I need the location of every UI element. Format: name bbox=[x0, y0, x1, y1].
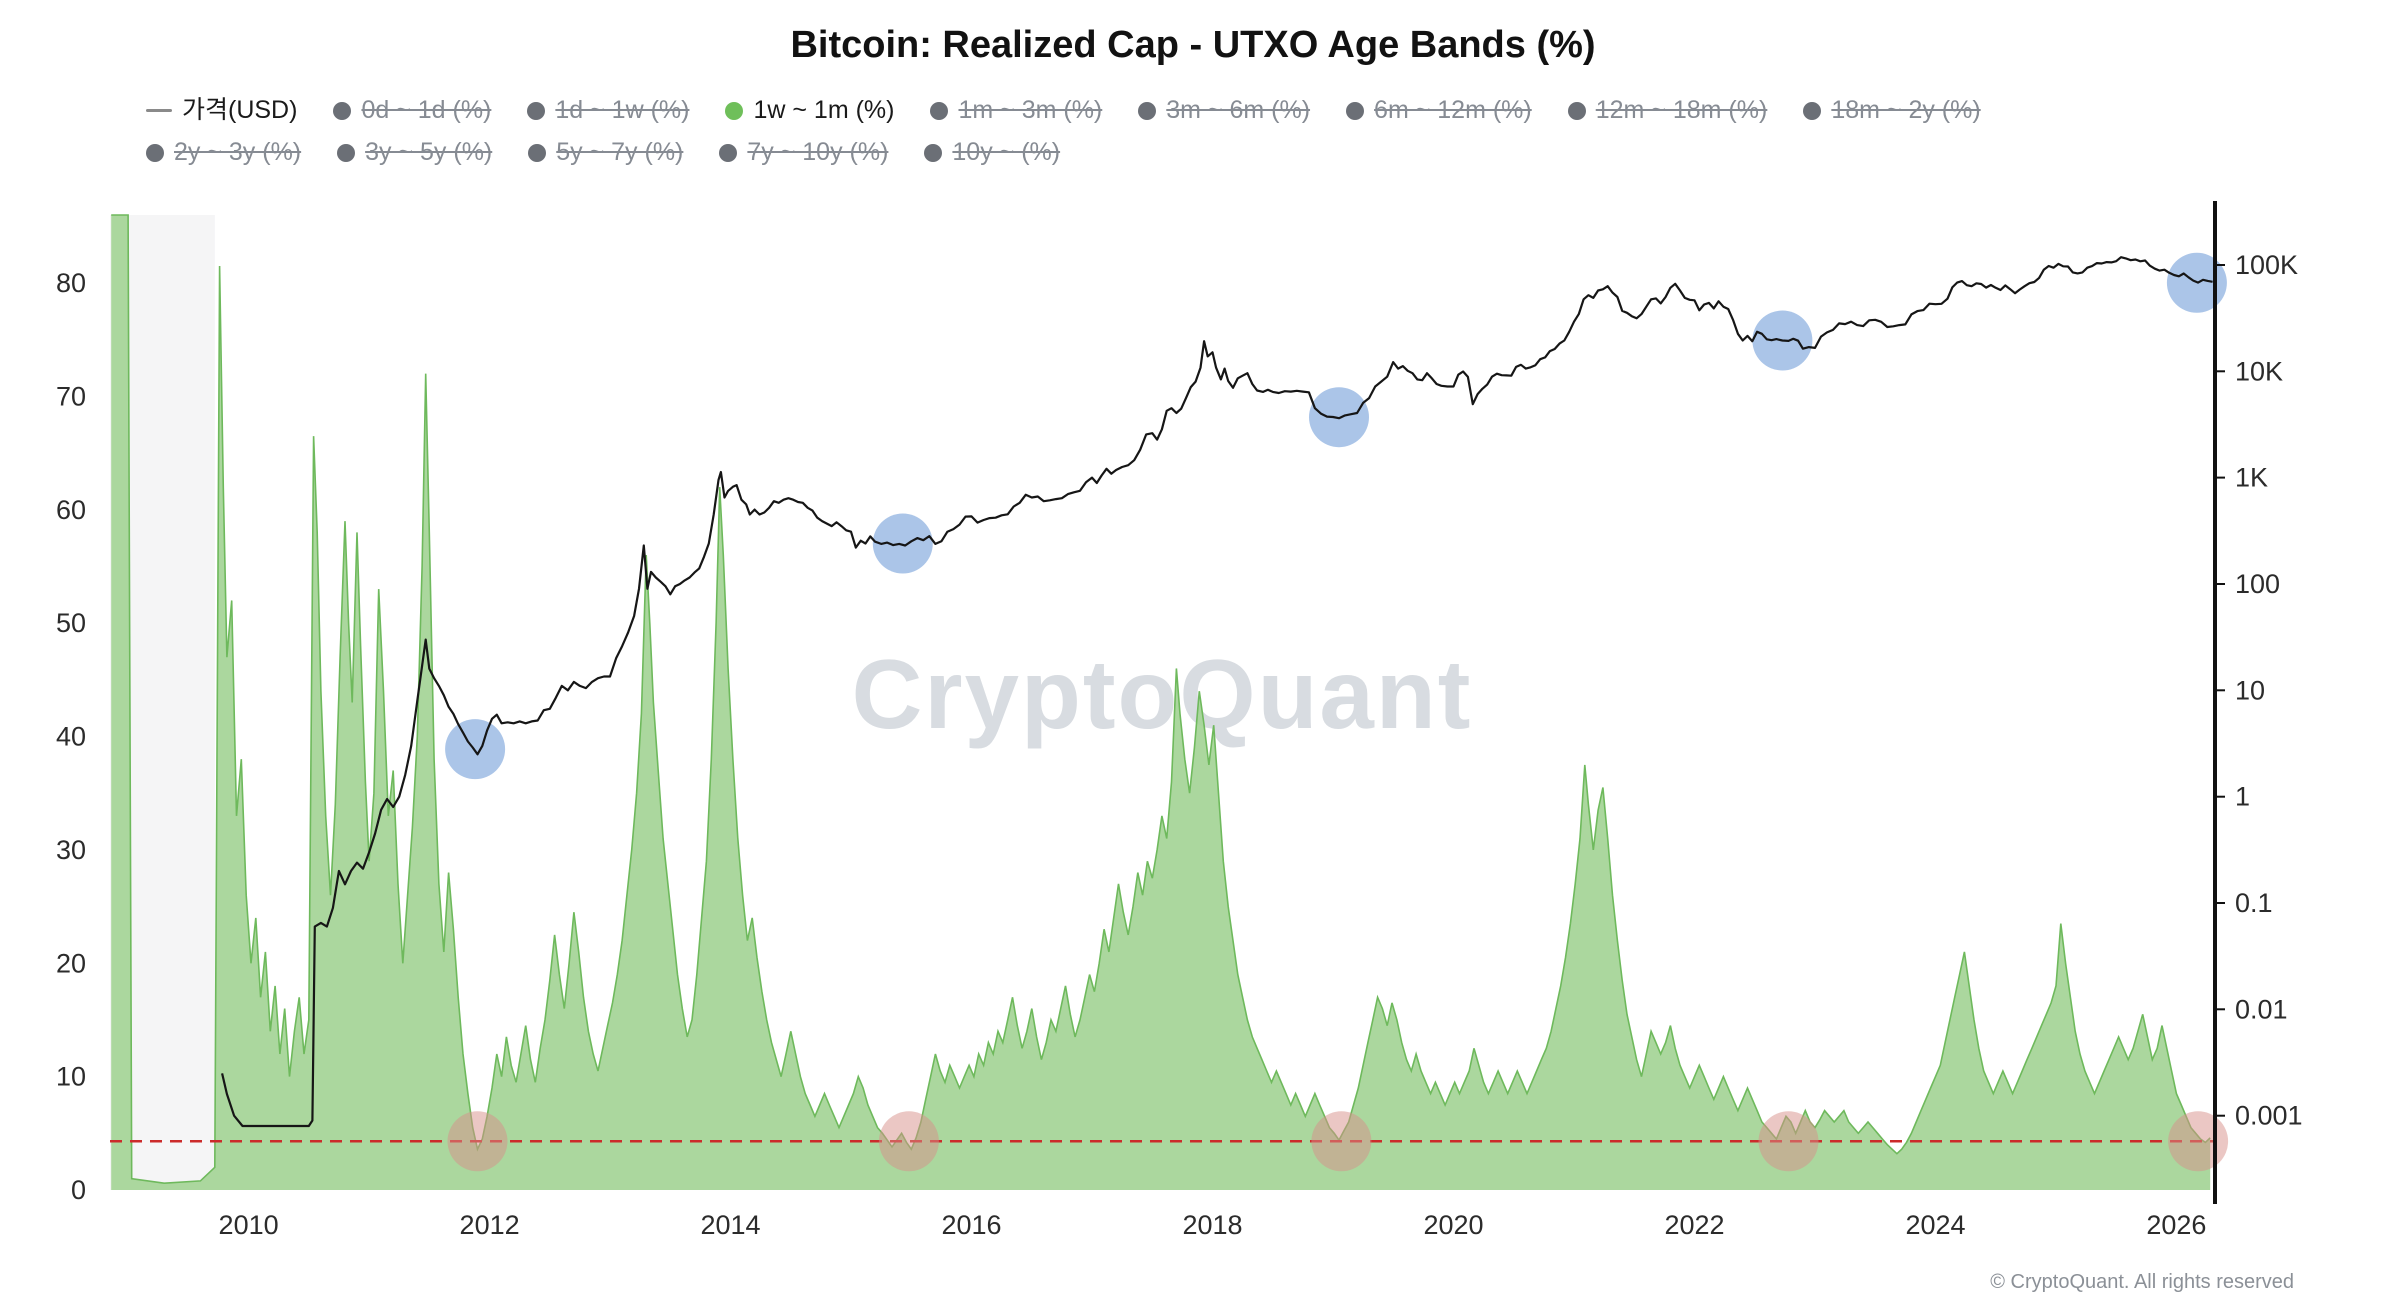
y-right-tick-label: 0.001 bbox=[2235, 1101, 2303, 1131]
dot-symbol-icon bbox=[528, 143, 547, 162]
dot-symbol-icon bbox=[1138, 101, 1157, 120]
legend-item-0d-1d[interactable]: 0d ~ 1d (%) bbox=[333, 98, 491, 123]
dot-symbol-icon bbox=[1567, 101, 1586, 120]
legend-item-1d-1w[interactable]: 1d ~ 1w (%) bbox=[527, 98, 689, 123]
x-tick-label: 2024 bbox=[1905, 1210, 1965, 1240]
y-left-tick-label: 70 bbox=[56, 381, 86, 411]
bottom-marker bbox=[2168, 1111, 2229, 1172]
y-right-tick-label: 100 bbox=[2235, 569, 2280, 599]
x-tick-label: 2022 bbox=[1664, 1210, 1724, 1240]
legend-item-label: 10y ~ (%) bbox=[952, 138, 1061, 166]
bottom-marker bbox=[1311, 1111, 1372, 1172]
y-right-tick-label: 0.01 bbox=[2235, 994, 2288, 1024]
y-right-tick-label: 100K bbox=[2235, 250, 2298, 280]
y-right-tick-label: 10K bbox=[2235, 356, 2283, 386]
dot-symbol-icon bbox=[930, 101, 949, 120]
copyright-notice: © CryptoQuant. All rights reserved bbox=[1990, 1271, 2294, 1293]
legend: 가격(USD) 0d ~ 1d (%) 1d ~ 1w (%) 1w ~ 1m (%)… bbox=[146, 98, 1981, 182]
legend-item-label: 18m ~ 2y (%) bbox=[1831, 96, 1981, 124]
y-right-tick-label: 1K bbox=[2235, 463, 2268, 493]
bottom-marker bbox=[1758, 1111, 1819, 1172]
x-tick-label: 2010 bbox=[219, 1210, 279, 1240]
x-tick-label: 2020 bbox=[1423, 1210, 1483, 1240]
y-left-tick-label: 50 bbox=[56, 608, 86, 638]
x-tick-label: 2018 bbox=[1182, 1210, 1242, 1240]
x-tick-label: 2016 bbox=[941, 1210, 1001, 1240]
price-line bbox=[221, 256, 2213, 1128]
legend-item-2y-3y[interactable]: 2y ~ 3y (%) bbox=[146, 140, 301, 165]
bottom-marker bbox=[878, 1111, 939, 1172]
legend-item-label: 6m ~ 12m (%) bbox=[1374, 96, 1532, 124]
legend-item-label: 12m ~ 18m (%) bbox=[1595, 96, 1768, 124]
legend-item-1m-3m[interactable]: 1m ~ 3m (%) bbox=[930, 98, 1102, 123]
y-left-tick-label: 20 bbox=[56, 948, 86, 978]
price-marker bbox=[872, 513, 933, 574]
age-band-area bbox=[111, 215, 2211, 1190]
y-left-tick-label: 30 bbox=[56, 835, 86, 865]
legend-item-5y-7y[interactable]: 5y ~ 7y (%) bbox=[528, 140, 683, 165]
dot-symbol-icon bbox=[924, 143, 943, 162]
legend-row: 2y ~ 3y (%) 3y ~ 5y (%) 5y ~ 7y (%) 7y ~ 10… bbox=[146, 140, 1981, 165]
dot-symbol-icon bbox=[337, 143, 356, 162]
watermark: CryptoQuant bbox=[852, 639, 1473, 749]
y-left-tick-label: 0 bbox=[71, 1175, 86, 1205]
y-right-tick-label: 1 bbox=[2235, 782, 2250, 812]
dot-symbol-icon bbox=[1346, 101, 1365, 120]
chart-title: Bitcoin: Realized Cap - UTXO Age Bands (… bbox=[790, 24, 1596, 66]
dot-symbol-icon bbox=[725, 101, 744, 120]
y-left-tick-label: 10 bbox=[56, 1062, 86, 1092]
legend-item-label: 0d ~ 1d (%) bbox=[361, 96, 492, 124]
legend-item-12m-18m[interactable]: 12m ~ 18m (%) bbox=[1567, 96, 1768, 124]
legend-item-1w-1m[interactable]: 1w ~ 1m (%) bbox=[725, 98, 894, 123]
x-tick-label: 2012 bbox=[460, 1210, 520, 1240]
y-right-tick-label: 0.1 bbox=[2235, 888, 2273, 918]
line-symbol-icon bbox=[146, 109, 172, 112]
legend-item-price[interactable]: 가격(USD) bbox=[146, 98, 297, 123]
legend-item-label: 1d ~ 1w (%) bbox=[555, 96, 690, 124]
dot-symbol-icon bbox=[1803, 101, 1822, 120]
dot-symbol-icon bbox=[527, 101, 546, 120]
legend-item-18m-2y[interactable]: 18m ~ 2y (%) bbox=[1803, 96, 1981, 124]
legend-item-3m-6m[interactable]: 3m ~ 6m (%) bbox=[1138, 98, 1310, 123]
legend-item-7y-10y[interactable]: 7y ~ 10y (%) bbox=[719, 140, 888, 165]
legend-item-label: 가격(USD) bbox=[182, 96, 298, 124]
y-left-tick-label: 60 bbox=[56, 495, 86, 525]
legend-item-label: 3y ~ 5y (%) bbox=[365, 138, 493, 166]
legend-item-label: 3m ~ 6m (%) bbox=[1166, 96, 1311, 124]
y-right-tick-label: 10 bbox=[2235, 675, 2265, 705]
legend-item-label: 7y ~ 10y (%) bbox=[747, 138, 889, 166]
x-tick-label: 2014 bbox=[700, 1210, 760, 1240]
dot-symbol-icon bbox=[146, 143, 164, 162]
x-tick-label: 2026 bbox=[2146, 1210, 2206, 1240]
dot-symbol-icon bbox=[719, 143, 738, 162]
legend-item-10y[interactable]: 10y ~ (%) bbox=[924, 140, 1060, 165]
dot-symbol-icon bbox=[333, 101, 352, 120]
y-left-tick-label: 40 bbox=[56, 722, 86, 752]
bottom-marker bbox=[447, 1111, 508, 1172]
age-band-outline bbox=[111, 214, 2211, 1185]
legend-item-label: 2y ~ 3y (%) bbox=[174, 138, 302, 166]
legend-item-label: 1w ~ 1m (%) bbox=[753, 96, 895, 124]
legend-item-3y-5y[interactable]: 3y ~ 5y (%) bbox=[337, 140, 492, 165]
legend-item-6m-12m[interactable]: 6m ~ 12m (%) bbox=[1346, 98, 1532, 123]
legend-row: 가격(USD) 0d ~ 1d (%) 1d ~ 1w (%) 1w ~ 1m (%)… bbox=[146, 98, 1981, 123]
legend-item-label: 1m ~ 3m (%) bbox=[958, 96, 1103, 124]
legend-item-label: 5y ~ 7y (%) bbox=[556, 138, 684, 166]
y-left-tick-label: 80 bbox=[56, 268, 86, 298]
